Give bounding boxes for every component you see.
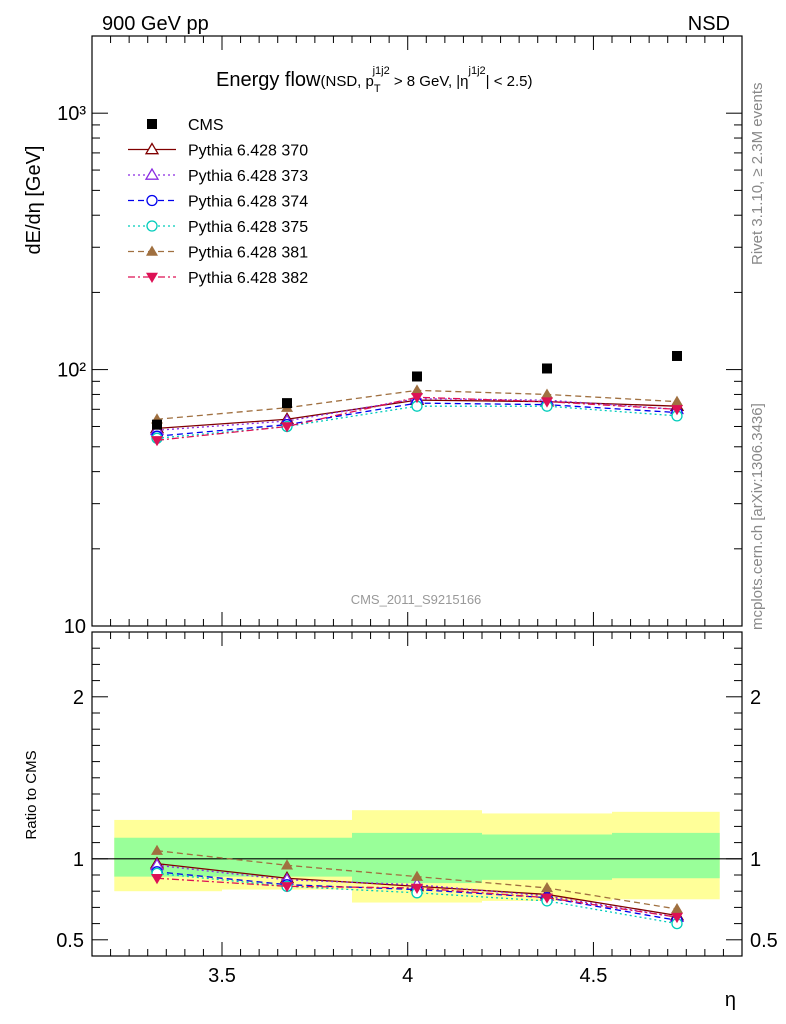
ratio-bands	[92, 810, 742, 903]
ratio-ytick-label-right: 1	[750, 849, 761, 871]
legend-marker	[146, 272, 158, 283]
ratio-point	[281, 882, 293, 893]
ratio-point	[671, 912, 683, 924]
main-ticks: 10 10² 10³	[57, 35, 743, 638]
ratio-point	[671, 903, 683, 914]
legend-item: Pythia 6.428 375	[128, 219, 308, 236]
ratio-frame	[91, 631, 743, 957]
main-panel: 10 10² 10³ CMS_2011_S9215166 Energy flow(N…	[23, 35, 743, 638]
main-ylabel: dE/dη [GeV]	[23, 146, 45, 255]
ratio-point	[541, 893, 553, 904]
main-ytick-label: 10³	[57, 103, 86, 125]
mc-point	[671, 395, 683, 406]
legend-label: Pythia 6.428 374	[188, 194, 308, 211]
ratio-xtick-label: 3.5	[208, 965, 236, 987]
legend-item: CMS	[147, 117, 224, 134]
ratio-ytick-label: 0.5	[56, 930, 84, 952]
ratio-series-5	[151, 844, 683, 914]
ratio-point	[151, 844, 163, 855]
mc-point	[541, 397, 553, 408]
legend-marker	[144, 142, 160, 155]
legend-item: Pythia 6.428 374	[128, 194, 308, 211]
mc-line	[156, 396, 678, 441]
ratio-ytick-label: 1	[73, 849, 84, 871]
mc-series-6	[151, 393, 683, 447]
ratio-ytick-label-right: 0.5	[750, 930, 778, 952]
ratio-series-group	[149, 844, 685, 930]
legend: CMS Pythia 6.428 370 Pythia 6.428 373 Pythi…	[128, 117, 308, 287]
mc-point	[541, 388, 553, 399]
cms-point	[672, 350, 682, 361]
legend-item: Pythia 6.428 373	[128, 167, 308, 185]
legend-label: Pythia 6.428 373	[188, 168, 308, 185]
rivet-label: Rivet 3.1.10, ≥ 2.3M events	[749, 83, 766, 266]
ratio-ticks: 0.5 0.5 1 1 2 2 3.5 4 4.5	[56, 632, 778, 987]
cms-point	[412, 371, 422, 382]
mc-point	[281, 422, 293, 433]
main-ytick-label: 10²	[57, 360, 86, 382]
mc-point	[151, 436, 163, 447]
x-axis-label: η	[725, 989, 736, 1011]
band-inner	[482, 834, 612, 880]
legend-label: Pythia 6.428 370	[188, 143, 308, 160]
legend-item: Pythia 6.428 382	[128, 270, 308, 287]
title-main: Energy flow	[216, 69, 321, 91]
legend-marker	[146, 220, 158, 232]
ratio-panel: 0.5 0.5 1 1 2 2 3.5 4 4.5 Ratio to CMS η	[23, 631, 778, 1011]
ratio-point	[541, 881, 553, 893]
ratio-xtick-label: 4.5	[580, 965, 608, 987]
mc-point	[671, 405, 683, 416]
legend-label: Pythia 6.428 375	[188, 219, 308, 236]
legend-marker	[147, 119, 157, 129]
ratio-point	[281, 859, 293, 870]
legend-marker	[146, 194, 158, 207]
cms-point	[152, 419, 162, 430]
title-detail-c: | < 2.5)	[486, 73, 533, 90]
ratio-ylabel: Ratio to CMS	[23, 750, 40, 839]
mcplots-label: mcplots.cern.ch [arXiv:1306.3436]	[749, 403, 766, 630]
cms-point	[542, 363, 552, 374]
ratio-point	[151, 874, 163, 885]
title-detail-sup: j1j2	[372, 65, 390, 77]
mc-series-4	[151, 400, 683, 444]
title-detail-b: > 8 GeV, |η	[390, 73, 469, 90]
header-left-label: 900 GeV pp	[102, 13, 209, 35]
legend-marker	[144, 167, 160, 180]
legend-marker	[146, 245, 158, 256]
ratio-ytick-label-right: 2	[750, 687, 761, 709]
legend-label: Pythia 6.428 381	[188, 245, 308, 262]
mc-point	[411, 393, 423, 404]
cms-data	[152, 350, 682, 430]
main-frame	[91, 35, 743, 627]
title-detail-sub: T	[374, 83, 381, 95]
title-detail-a: (NSD, p	[321, 73, 374, 90]
legend-label: CMS	[188, 117, 224, 134]
legend-item: Pythia 6.428 381	[128, 245, 308, 262]
mc-line	[156, 398, 678, 431]
cms-point	[282, 398, 292, 409]
ratio-point	[411, 870, 423, 881]
mc-line	[156, 405, 678, 439]
band-inner	[612, 832, 720, 879]
header-right-label: NSD	[688, 13, 730, 35]
ratio-point	[411, 883, 423, 894]
band-inner	[114, 837, 222, 877]
main-ytick-label: 10	[64, 616, 86, 638]
title-detail-sup2: j1j2	[468, 65, 486, 77]
legend-label: Pythia 6.428 382	[188, 270, 308, 287]
main-title: Energy flow(NSD, pTj1j2 > 8 GeV, |ηj1j2|…	[216, 65, 533, 95]
ratio-xtick-label: 4	[402, 965, 413, 987]
ratio-ytick-label: 2	[73, 687, 84, 709]
main-series-group	[149, 350, 685, 447]
legend-item: Pythia 6.428 370	[128, 142, 308, 160]
band-inner	[222, 837, 352, 877]
ratio-series-6	[151, 874, 683, 924]
watermark: CMS_2011_S9215166	[351, 592, 482, 607]
mc-point	[411, 384, 423, 395]
